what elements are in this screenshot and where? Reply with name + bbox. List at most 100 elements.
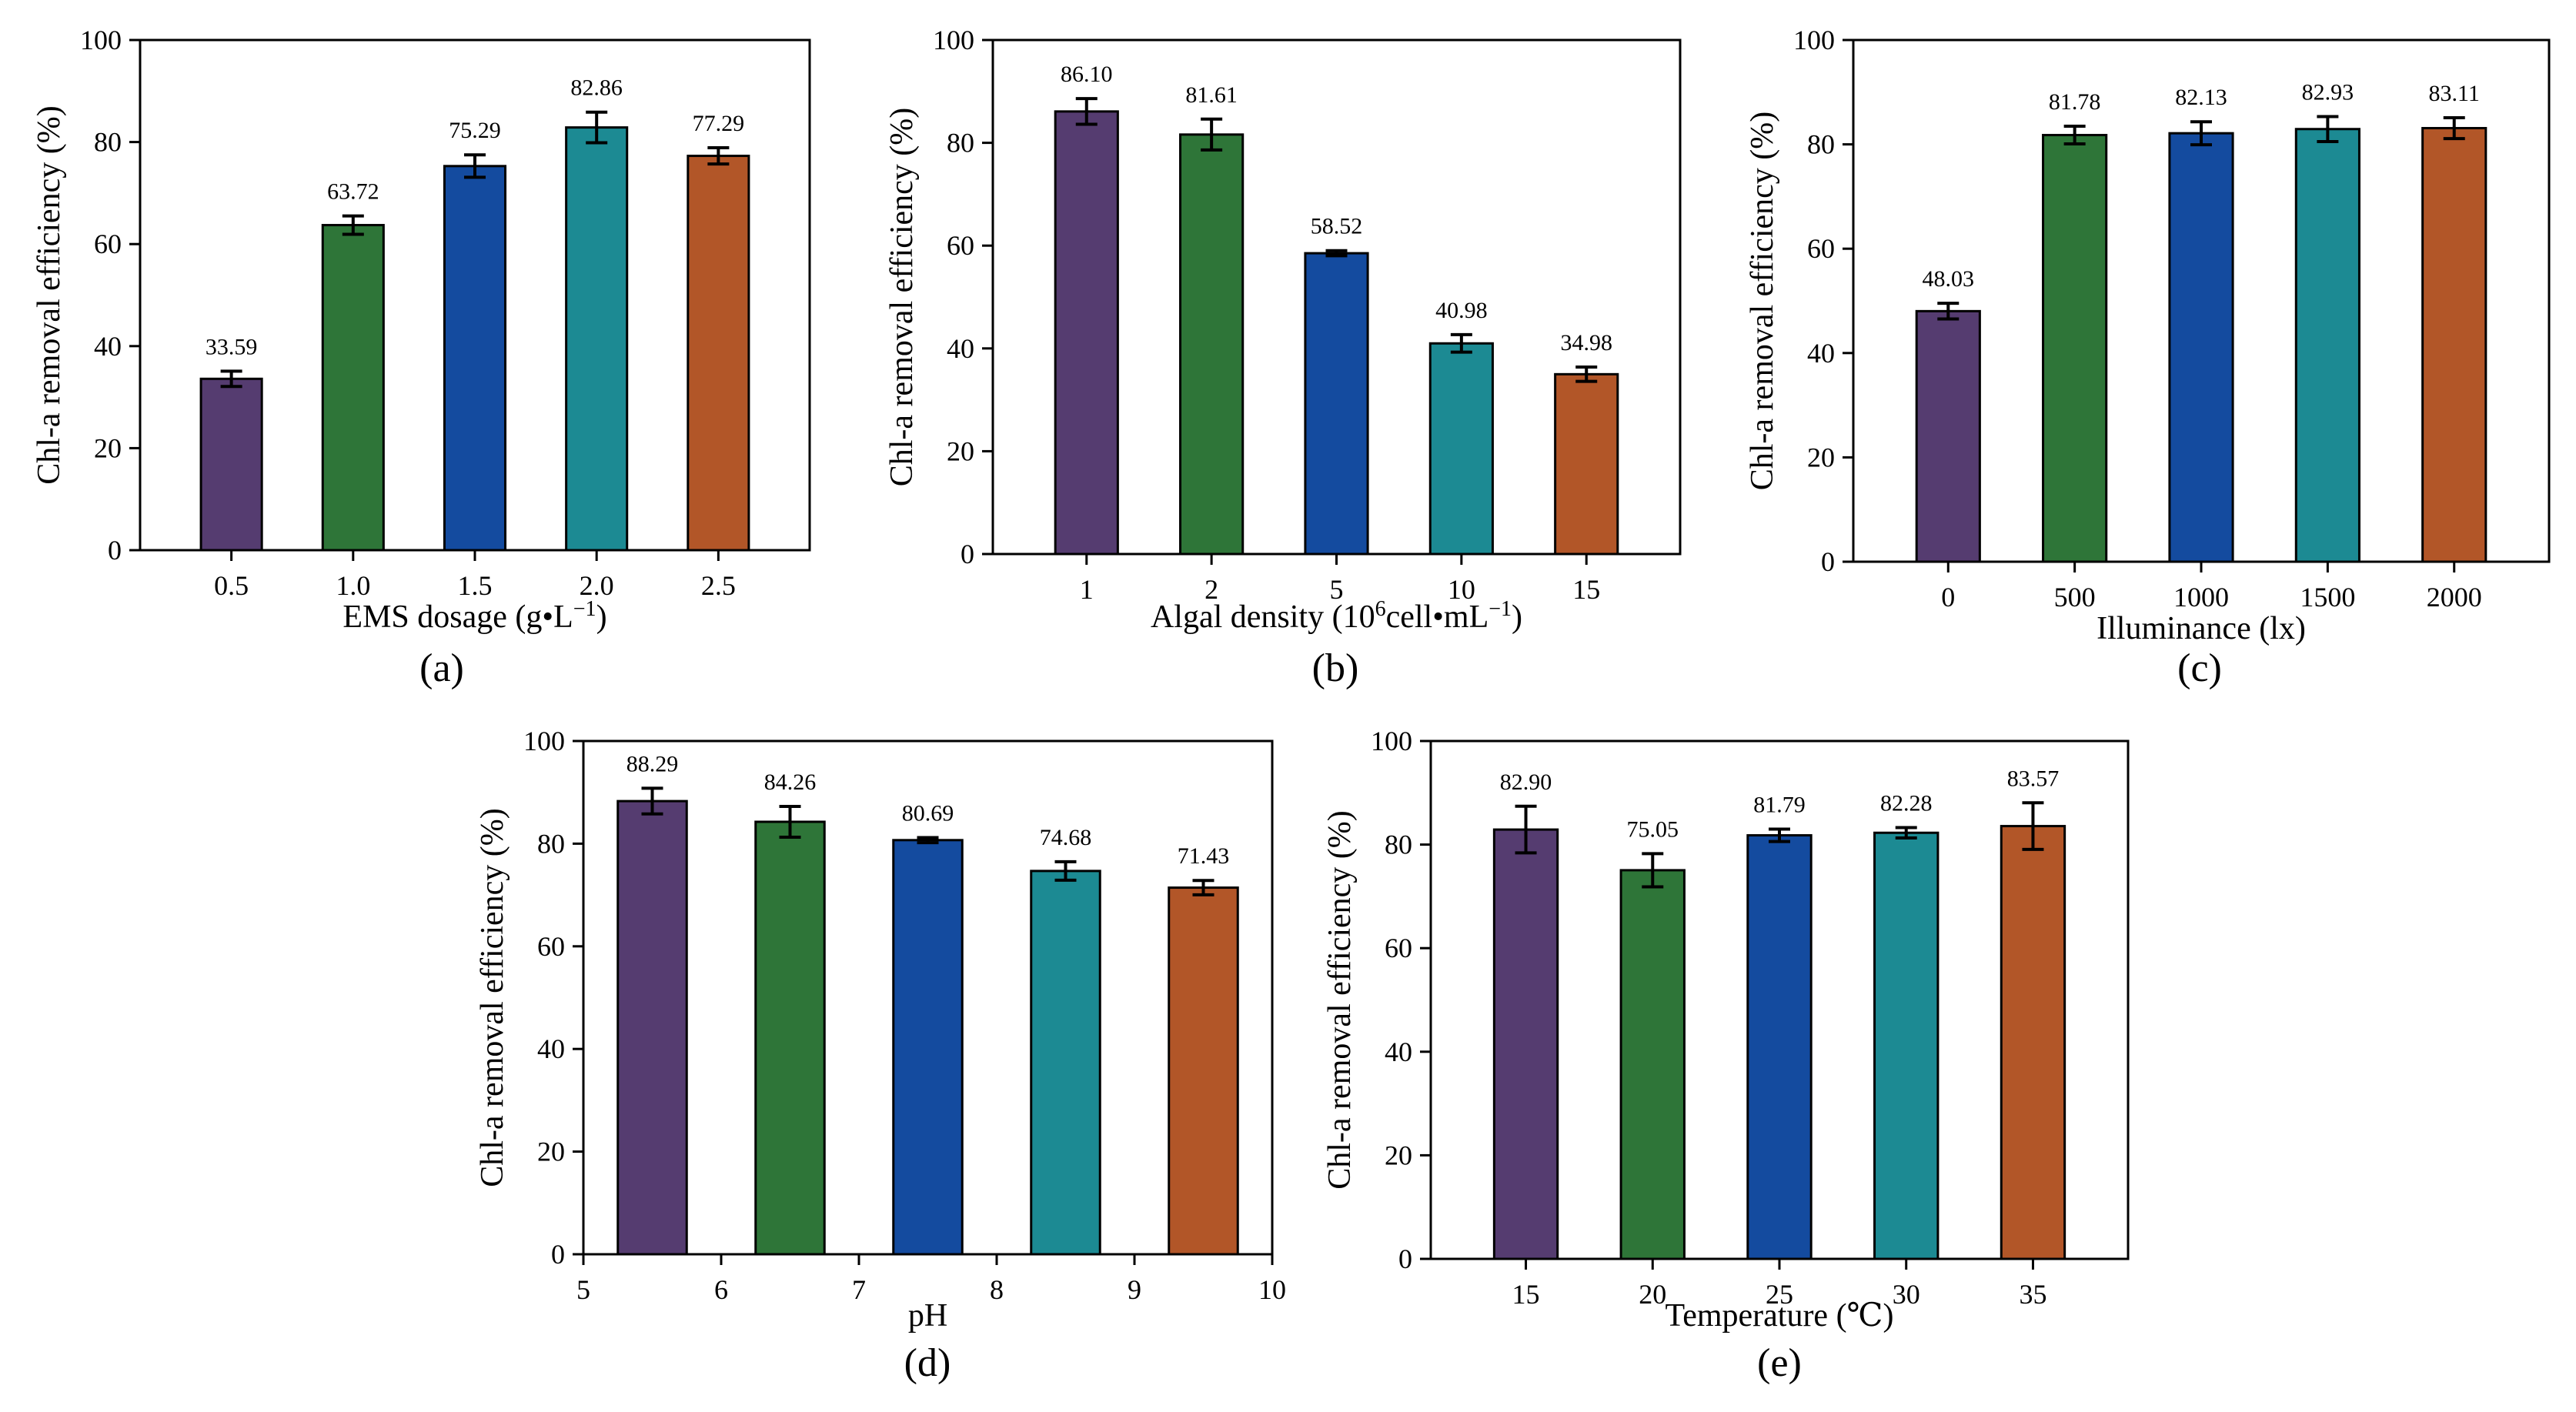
y-tick-label: 60 [947, 230, 974, 261]
data-label: 48.03 [1923, 266, 1975, 292]
x-tick-label: 15 [1512, 1279, 1540, 1310]
y-tick-label: 80 [1385, 830, 1412, 860]
plot-frame [991, 38, 1682, 556]
chart-panel-e: 0 20 40 60 80 100 82.90 15 75.05 20 81.79 25 82.28 30… [1322, 726, 2130, 1385]
data-label: 63.72 [327, 179, 379, 205]
data-label: 82.86 [570, 75, 623, 101]
chart-panel-c: 0 20 40 60 80 100 48.03 0 81.78 500 82.13 1000 82.93… [1745, 25, 2551, 690]
bar [321, 224, 385, 552]
data-label: 83.11 [2429, 81, 2480, 106]
y-tick-label: 20 [1807, 442, 1835, 472]
y-tick-label: 0 [1821, 546, 1835, 577]
data-label: 71.43 [1178, 843, 1230, 869]
data-label: 74.68 [1040, 825, 1092, 850]
y-axis-title: Chl-a removal efficiency (%) [1322, 810, 1358, 1190]
y-axis-title: Chl-a removal efficiency (%) [884, 108, 920, 487]
bar [2042, 134, 2108, 563]
bar [1554, 372, 1619, 556]
bar [199, 377, 263, 552]
plot-frame [582, 739, 1274, 1256]
y-tick-label: 80 [94, 127, 122, 158]
x-tick-label: 2 [1204, 574, 1218, 605]
bar [892, 839, 964, 1256]
x-tick-label: 2.0 [580, 570, 614, 601]
data-label: 82.93 [2302, 79, 2354, 105]
x-tick-label: 2000 [2427, 582, 2482, 613]
x-tick-label: 5 [576, 1274, 590, 1305]
bar [1492, 828, 1559, 1260]
x-tick-label: 0 [1941, 582, 1955, 613]
x-tick-label: 1500 [2300, 582, 2355, 613]
x-tick-label: 1000 [2173, 582, 2229, 613]
panel-label: (a) [419, 646, 464, 690]
data-label: 34.98 [1560, 330, 1612, 356]
y-tick-label: 20 [94, 432, 122, 463]
y-tick-label: 100 [933, 25, 974, 55]
x-tick-label: 6 [714, 1274, 728, 1305]
data-label: 88.29 [626, 751, 679, 776]
x-tick-label: 5 [1330, 574, 1344, 605]
data-label: 81.61 [1185, 82, 1238, 108]
data-label: 86.10 [1061, 62, 1113, 87]
y-tick-label: 60 [94, 229, 122, 259]
bar [1619, 869, 1686, 1260]
y-tick-label: 100 [80, 25, 122, 55]
data-label: 82.13 [2175, 85, 2227, 110]
panel-label: (c) [2177, 646, 2222, 690]
y-axis-title: Chl-a removal efficiency (%) [475, 808, 510, 1187]
y-tick-label: 0 [1398, 1243, 1412, 1274]
x-tick-label: 8 [990, 1274, 1004, 1305]
data-label: 40.98 [1435, 298, 1488, 323]
plot-frame [1852, 38, 2551, 563]
data-label: 82.90 [1500, 769, 1552, 795]
x-tick-label: 10 [1258, 1274, 1286, 1305]
panel-label: (b) [1312, 646, 1359, 690]
x-tick-label: 25 [1766, 1279, 1793, 1310]
chart-panel-a: 0 20 40 60 80 100 33.59 0.5 63.72 1.0 75.29 1.5 82.8… [32, 25, 811, 690]
chart-panel-d: 0 20 40 60 80 100 88.29 84.26 80.69 74.68 71.43 5 6 7… [475, 726, 1286, 1385]
y-tick-label: 80 [537, 828, 565, 859]
y-tick-label: 20 [537, 1137, 565, 1167]
x-tick-label: 15 [1572, 574, 1600, 605]
y-axis-title: Chl-a removal efficiency (%) [32, 105, 67, 485]
data-label: 77.29 [693, 111, 745, 136]
x-tick-label: 1.0 [336, 570, 370, 601]
bar [2294, 128, 2360, 563]
bar [1179, 133, 1245, 556]
y-tick-label: 40 [1385, 1036, 1412, 1067]
data-label: 84.26 [764, 769, 817, 795]
bar [2000, 825, 2066, 1260]
bar [565, 126, 629, 552]
panel-label: (d) [904, 1341, 951, 1385]
x-axis-title: EMS dosage (g•L−1) [342, 597, 606, 636]
y-tick-label: 60 [1385, 933, 1412, 963]
panel-label: (e) [1757, 1341, 1802, 1385]
bar [1304, 252, 1369, 556]
y-tick-label: 0 [108, 535, 122, 566]
bar [1746, 834, 1813, 1260]
data-label: 81.79 [1753, 792, 1806, 817]
plot-frame [1429, 739, 2130, 1260]
x-tick-label: 30 [1893, 1279, 1920, 1310]
x-tick-label: 10 [1448, 574, 1475, 605]
x-axis-title: Illuminance (lx) [2097, 611, 2306, 646]
y-tick-label: 20 [1385, 1140, 1412, 1170]
x-tick-label: 1.5 [458, 570, 493, 601]
x-tick-label: 7 [852, 1274, 866, 1305]
y-tick-label: 80 [947, 128, 974, 159]
x-tick-label: 20 [1639, 1279, 1666, 1310]
chart-panel-b: 0 20 40 60 80 100 86.10 1 81.61 2 58.52 5 40.98 10 34.… [884, 25, 1682, 690]
y-tick-label: 0 [551, 1239, 565, 1270]
bar [2168, 132, 2234, 563]
x-tick-label: 500 [2054, 582, 2096, 613]
x-tick-label: 9 [1128, 1274, 1141, 1305]
data-label: 83.57 [2007, 766, 2060, 791]
bar [1428, 342, 1494, 556]
data-label: 80.69 [902, 800, 954, 826]
bar [616, 799, 688, 1256]
y-tick-label: 40 [1807, 338, 1835, 369]
bar [2421, 127, 2487, 563]
x-tick-label: 2.5 [701, 570, 736, 601]
bar [443, 165, 507, 552]
